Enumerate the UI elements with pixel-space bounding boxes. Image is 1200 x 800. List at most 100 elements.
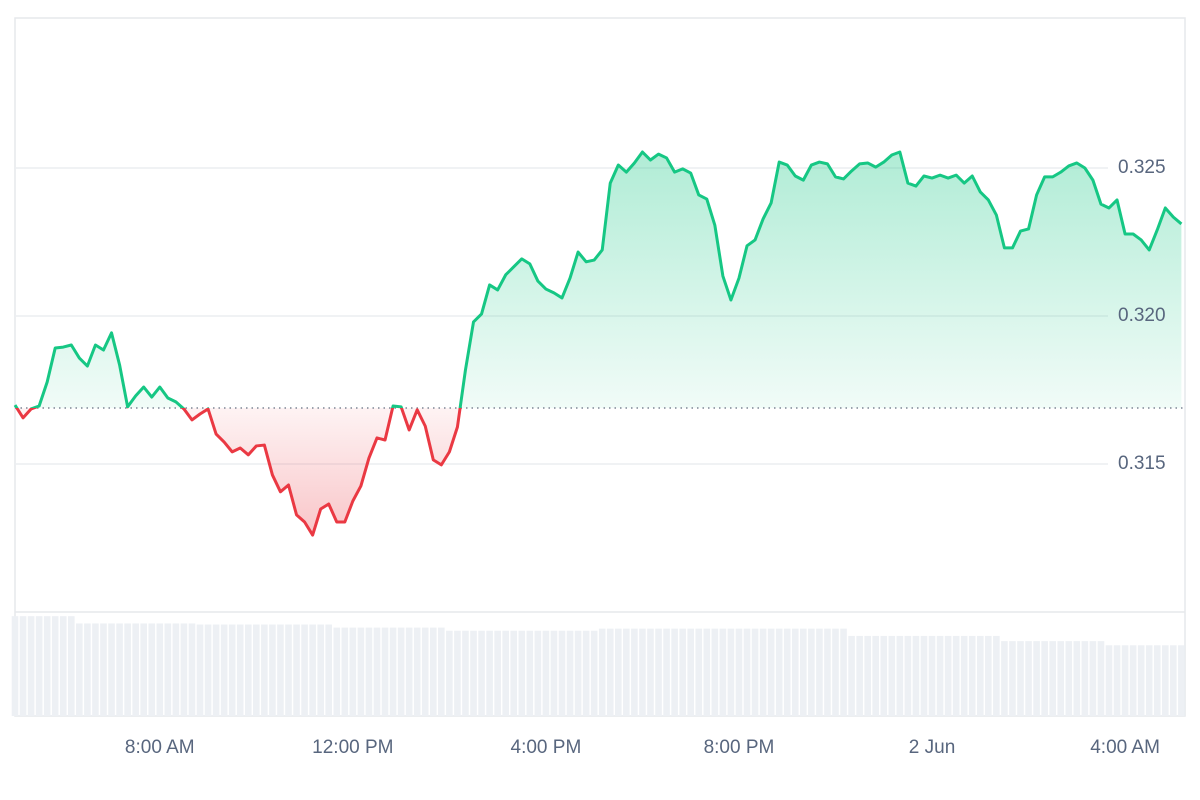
volume-bar: [1017, 641, 1024, 716]
volume-bar: [655, 628, 662, 716]
volume-bar: [848, 635, 855, 716]
volume-bar: [140, 623, 148, 716]
volume-bar: [212, 624, 220, 716]
volume-bar: [317, 624, 324, 716]
volume-bar: [494, 630, 501, 716]
volume-bar: [518, 630, 526, 716]
volume-bar: [502, 630, 509, 716]
volume-bar: [253, 624, 260, 716]
volume-bar: [582, 630, 590, 716]
volume-bar: [196, 624, 204, 716]
volume-bar: [19, 616, 27, 716]
volume-bar: [438, 627, 445, 716]
volume-bar: [590, 630, 598, 716]
volume-bar: [76, 623, 83, 716]
volume-bar: [204, 624, 212, 716]
price-line-up: [13, 150, 1183, 409]
volume-bar: [944, 635, 952, 716]
x-tick-label: 2 Jun: [909, 737, 955, 758]
volume-bar: [1033, 641, 1040, 716]
volume-bar: [1089, 641, 1097, 716]
volume-bar: [1041, 641, 1048, 716]
volume-bar: [1178, 645, 1185, 716]
volume-bar: [285, 624, 292, 716]
volume-bar: [920, 635, 928, 716]
volume-bar: [783, 628, 791, 716]
volume-bar: [116, 623, 123, 716]
volume-bar: [968, 635, 976, 716]
volume-bar: [647, 628, 654, 716]
volume-bar: [100, 623, 107, 716]
volume-bar: [542, 630, 550, 716]
volume-bar: [1145, 645, 1153, 716]
volume-bar: [269, 624, 276, 716]
volume-bar: [872, 635, 880, 716]
volume-bar: [695, 628, 703, 716]
volume-bar: [1129, 645, 1137, 716]
volume-bar: [791, 628, 799, 716]
volume-bar: [566, 630, 574, 716]
y-tick-label: 0.320: [1118, 305, 1166, 326]
volume-bar: [639, 628, 646, 716]
volume-bar: [132, 623, 139, 716]
volume-bar: [429, 627, 437, 716]
volume-bar: [1073, 641, 1081, 716]
volume-bar: [952, 635, 960, 716]
volume-bar: [767, 628, 775, 716]
x-tick-label: 12:00 PM: [312, 737, 393, 758]
volume-bar: [1105, 645, 1113, 716]
volume-bar: [1170, 645, 1177, 716]
volume-bar: [574, 630, 582, 716]
volume-bar: [904, 635, 912, 716]
volume-bar: [880, 635, 888, 716]
volume-bar: [1153, 645, 1161, 716]
volume-bar: [888, 635, 896, 716]
volume-bar: [1081, 641, 1089, 716]
volume-bar: [261, 624, 268, 716]
volume-bar: [687, 628, 695, 716]
volume-bar: [759, 628, 767, 716]
volume-bar: [751, 628, 759, 716]
x-tick-label: 4:00 AM: [1090, 737, 1160, 758]
area-above: [15, 152, 1182, 409]
volume-bar: [623, 628, 630, 716]
volume-bar: [743, 628, 751, 716]
volume-bar: [1009, 641, 1016, 716]
volume-bar: [671, 628, 678, 716]
volume-bar: [550, 630, 558, 716]
volume-bar: [164, 623, 172, 716]
volume-bar: [1049, 641, 1056, 716]
volume-bar: [124, 623, 131, 716]
volume-bar: [679, 628, 686, 716]
volume-bar: [615, 628, 622, 716]
volume-bar: [462, 630, 469, 716]
volume-bar: [325, 624, 333, 716]
volume-bar: [228, 624, 236, 716]
volume-bar: [188, 623, 196, 716]
volume-bar: [896, 635, 904, 716]
volume-bar: [864, 635, 871, 716]
volume-bar: [816, 628, 823, 716]
volume-bar: [856, 635, 863, 716]
y-tick-label: 0.315: [1118, 453, 1166, 474]
volume-bar: [606, 628, 614, 716]
x-tick-label: 8:00 AM: [125, 737, 195, 758]
volume-bar: [277, 624, 284, 716]
volume-bar: [719, 628, 727, 716]
volume-bar: [711, 628, 719, 716]
area-below: [15, 408, 1182, 536]
volume-bar: [775, 628, 783, 716]
volume-bars: [11, 616, 1185, 716]
volume-bar: [293, 624, 300, 716]
volume-bar: [470, 630, 477, 716]
volume-bar: [389, 627, 397, 716]
volume-bar: [148, 623, 156, 716]
volume-bar: [808, 628, 815, 716]
volume-bar: [510, 630, 518, 716]
volume-bar: [631, 628, 638, 716]
volume-bar: [92, 623, 99, 716]
volume-bar: [365, 627, 373, 716]
volume-bar: [534, 630, 542, 716]
volume-bar: [397, 627, 405, 716]
